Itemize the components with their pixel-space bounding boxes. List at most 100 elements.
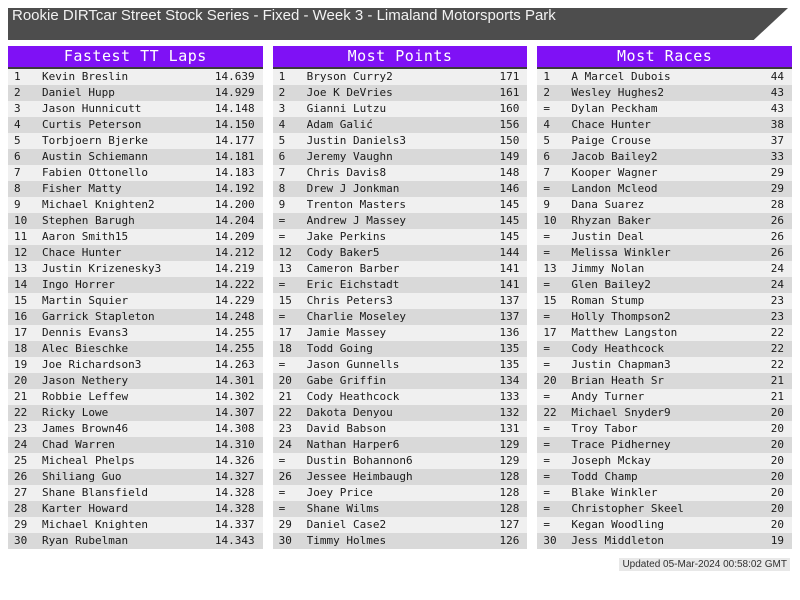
value-cell: 22	[770, 326, 785, 339]
table-row: 21 Cody Heathcock 133	[272, 389, 528, 405]
driver-name-cell: Michael Knighten2	[42, 198, 155, 211]
driver-name-cell: Troy Tabor	[571, 422, 638, 435]
value-cell: 129	[499, 454, 520, 467]
driver-name-cell: Ricky Lowe	[42, 406, 109, 419]
table-row: 8 Drew J Jonkman 146	[272, 181, 528, 197]
rank-cell: 14	[14, 278, 28, 291]
table-row: 22 Ricky Lowe 14.307	[8, 405, 263, 421]
rank-cell: =	[278, 230, 286, 243]
value-cell: 14.255	[214, 342, 255, 355]
value-cell: 136	[499, 326, 520, 339]
table-row: 10 Stephen Barugh 14.204	[8, 213, 263, 229]
value-cell: 145	[499, 230, 520, 243]
table-row: 23 David Babson 131	[272, 421, 528, 437]
leaderboard-column: Most Points 1 Bryson Curry2 171 2 Joe K DeVri…	[272, 46, 528, 549]
table-row: = Troy Tabor 20	[537, 421, 793, 437]
table-row: = Andrew J Massey 145	[272, 213, 528, 229]
value-cell: 29	[770, 182, 785, 195]
rank-cell: 7	[14, 166, 21, 179]
table-row: = Glen Bailey2 24	[537, 277, 793, 293]
value-cell: 14.308	[214, 422, 255, 435]
rank-cell: 28	[14, 502, 28, 515]
table-row: = Charlie Moseley 137	[272, 309, 528, 325]
rank-cell: =	[278, 310, 286, 323]
driver-name-cell: Jacob Bailey2	[571, 150, 658, 163]
value-cell: 38	[770, 118, 785, 131]
driver-name-cell: Gabe Griffin	[306, 374, 387, 387]
table-row: = Blake Winkler 20	[537, 485, 793, 501]
driver-name-cell: Andy Turner	[571, 390, 645, 403]
table-row: 20 Gabe Griffin 134	[272, 373, 528, 389]
driver-name-cell: Rhyzan Baker	[571, 214, 651, 227]
value-cell: 14.301	[214, 374, 255, 387]
table-row: 8 Fisher Matty 14.192	[8, 181, 263, 197]
rank-cell: 30	[14, 534, 28, 547]
value-cell: 14.212	[214, 246, 255, 259]
rank-cell: 17	[14, 326, 28, 339]
value-cell: 14.343	[214, 534, 255, 547]
table-row: 4 Chace Hunter 38	[537, 117, 793, 133]
rank-cell: =	[543, 502, 550, 515]
value-cell: 14.263	[214, 358, 255, 371]
driver-name-cell: Chace Hunter	[42, 246, 122, 259]
driver-name-cell: Stephen Barugh	[42, 214, 135, 227]
driver-name-cell: Fisher Matty	[42, 182, 122, 195]
driver-name-cell: Jason Hunnicutt	[42, 102, 142, 115]
driver-name-cell: Jason Nethery	[42, 374, 129, 387]
table-row: 18 Alec Bieschke 14.255	[8, 341, 263, 357]
driver-name-cell: Michael Snyder9	[571, 406, 671, 419]
rank-cell: 12	[14, 246, 28, 259]
rank-cell: =	[543, 454, 550, 467]
driver-name-cell: Dennis Evans3	[42, 326, 129, 339]
table-row: 20 Jason Nethery 14.301	[8, 373, 263, 389]
table-row: 10 Rhyzan Baker 26	[537, 213, 793, 229]
driver-name-cell: Kegan Woodling	[571, 518, 665, 531]
table-row: 23 James Brown46 14.308	[8, 421, 263, 437]
driver-name-cell: Trenton Masters	[306, 198, 407, 211]
value-cell: 20	[770, 470, 785, 483]
rank-cell: =	[278, 454, 286, 467]
table-row: = Joey Price 128	[272, 485, 528, 501]
driver-name-cell: Fabien Ottonello	[42, 166, 148, 179]
table-row: 3 Gianni Lutzu 160	[272, 101, 528, 117]
table-row: 22 Michael Snyder9 20	[537, 405, 793, 421]
table-row: 1 Kevin Breslin 14.639	[8, 69, 263, 85]
driver-name-cell: Adam Galić	[306, 118, 373, 131]
table-row: 3 Jason Hunnicutt 14.148	[8, 101, 263, 117]
table-row: = Landon Mcleod 29	[537, 181, 793, 197]
value-cell: 144	[499, 246, 520, 259]
driver-name-cell: Todd Going	[306, 342, 373, 355]
value-cell: 135	[499, 342, 520, 355]
rank-cell: 11	[14, 230, 28, 243]
updated-timestamp: Updated 05-Mar-2024 00:58:02 GMT	[619, 558, 790, 571]
rank-cell: 18	[14, 342, 28, 355]
value-cell: 44	[770, 70, 785, 83]
rank-cell: 5	[543, 134, 550, 147]
value-cell: 14.929	[214, 86, 255, 99]
driver-name-cell: Dylan Peckham	[571, 102, 658, 115]
driver-name-cell: Martin Squier	[42, 294, 129, 307]
rank-cell: 6	[543, 150, 550, 163]
rank-cell: =	[543, 278, 550, 291]
table-row: 9 Michael Knighten2 14.200	[8, 197, 263, 213]
rank-cell: 16	[14, 310, 28, 323]
rank-cell: 13	[14, 262, 28, 275]
driver-name-cell: Trace Pidherney	[571, 438, 671, 451]
driver-name-cell: Cody Heathcock	[306, 390, 400, 403]
rank-cell: 24	[14, 438, 28, 451]
rank-cell: =	[543, 422, 550, 435]
value-cell: 14.326	[214, 454, 255, 467]
driver-name-cell: Brian Heath Sr	[571, 374, 665, 387]
driver-name-cell: Nathan Harper6	[306, 438, 400, 451]
rank-cell: 1	[543, 70, 550, 83]
value-cell: 126	[499, 534, 520, 547]
driver-name-cell: Dustin Bohannon6	[306, 454, 413, 467]
driver-name-cell: Robbie Leffew	[42, 390, 129, 403]
rank-cell: 21	[14, 390, 28, 403]
value-cell: 14.183	[214, 166, 255, 179]
rank-cell: =	[543, 342, 550, 355]
rank-cell: =	[543, 438, 550, 451]
driver-name-cell: Jeremy Vaughn	[306, 150, 393, 163]
table-row: 4 Curtis Peterson 14.150	[8, 117, 263, 133]
table-row: 5 Justin Daniels3 150	[272, 133, 528, 149]
